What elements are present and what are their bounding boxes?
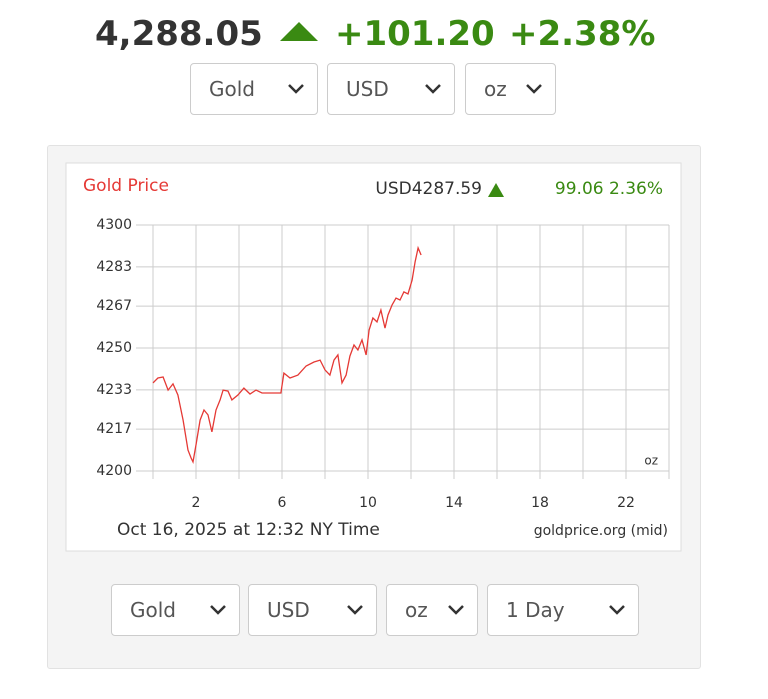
price: 4,288.05 xyxy=(95,14,263,54)
chevron xyxy=(288,84,304,94)
y-tick-label: 4233 xyxy=(96,382,132,398)
dropdown[interactable]: Gold xyxy=(111,584,240,636)
change-pct: +2.38% xyxy=(509,14,656,54)
chevron xyxy=(526,84,542,94)
price-label: USD4287.59 xyxy=(375,179,482,199)
change-label: 99.06 2.36% xyxy=(555,179,663,199)
chevron xyxy=(347,605,363,615)
dropdown-label: USD xyxy=(346,77,389,101)
dropdown[interactable]: USD xyxy=(248,584,377,636)
dropdown[interactable]: oz xyxy=(465,63,556,115)
chevron xyxy=(425,84,441,94)
price-line xyxy=(152,245,422,464)
chevron xyxy=(448,605,464,615)
change: +101.20 xyxy=(335,14,495,54)
dropdown-label: USD xyxy=(267,598,310,622)
y-tick-label: 4200 xyxy=(96,463,132,479)
y-tick-label: 4283 xyxy=(96,259,132,275)
dropdown[interactable]: oz xyxy=(386,584,478,636)
chart-title: Gold Price xyxy=(83,176,169,196)
dropdown-label: 1 Day xyxy=(506,598,565,622)
source: goldprice.org (mid) xyxy=(534,523,668,539)
x-tick-label: 14 xyxy=(445,495,463,511)
x-tick-label: 18 xyxy=(531,495,549,511)
dropdown[interactable]: Gold xyxy=(190,63,318,115)
dropdown[interactable]: USD xyxy=(327,63,455,115)
x-tick-label: 2 xyxy=(192,495,201,511)
dropdown[interactable]: 1 Day xyxy=(487,584,639,636)
y-tick-label: 4267 xyxy=(96,298,132,314)
chevron xyxy=(210,605,226,615)
x-tick-label: 6 xyxy=(278,495,287,511)
x-tick-label: 10 xyxy=(359,495,377,511)
up-arrow xyxy=(280,22,318,41)
x-tick-label: 22 xyxy=(617,495,635,511)
dropdown-label: Gold xyxy=(130,598,176,622)
up-icon xyxy=(488,183,504,197)
chart-box xyxy=(65,162,682,552)
dropdown-label: oz xyxy=(484,77,507,101)
chevron xyxy=(609,605,625,615)
unit: oz xyxy=(644,454,658,468)
subtitle: Oct 16, 2025 at 12:32 NY Time xyxy=(117,520,380,540)
dropdown-label: oz xyxy=(405,598,428,622)
dropdown-label: Gold xyxy=(209,77,255,101)
y-tick-label: 4217 xyxy=(96,421,132,437)
y-tick-label: 4250 xyxy=(96,340,132,356)
y-tick-label: 4300 xyxy=(96,217,132,233)
